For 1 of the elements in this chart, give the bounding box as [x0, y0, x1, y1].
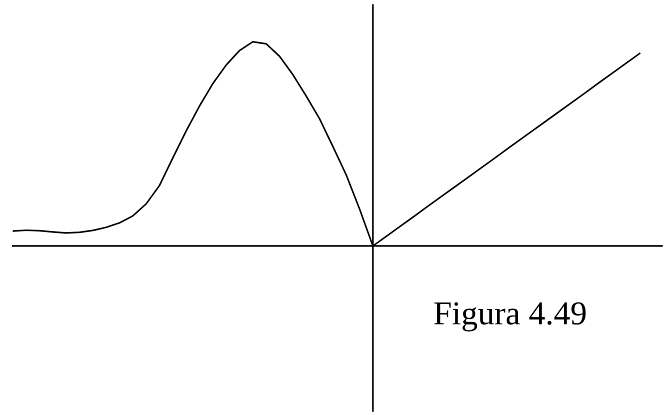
text: Figura 4.49: [434, 302, 586, 332]
